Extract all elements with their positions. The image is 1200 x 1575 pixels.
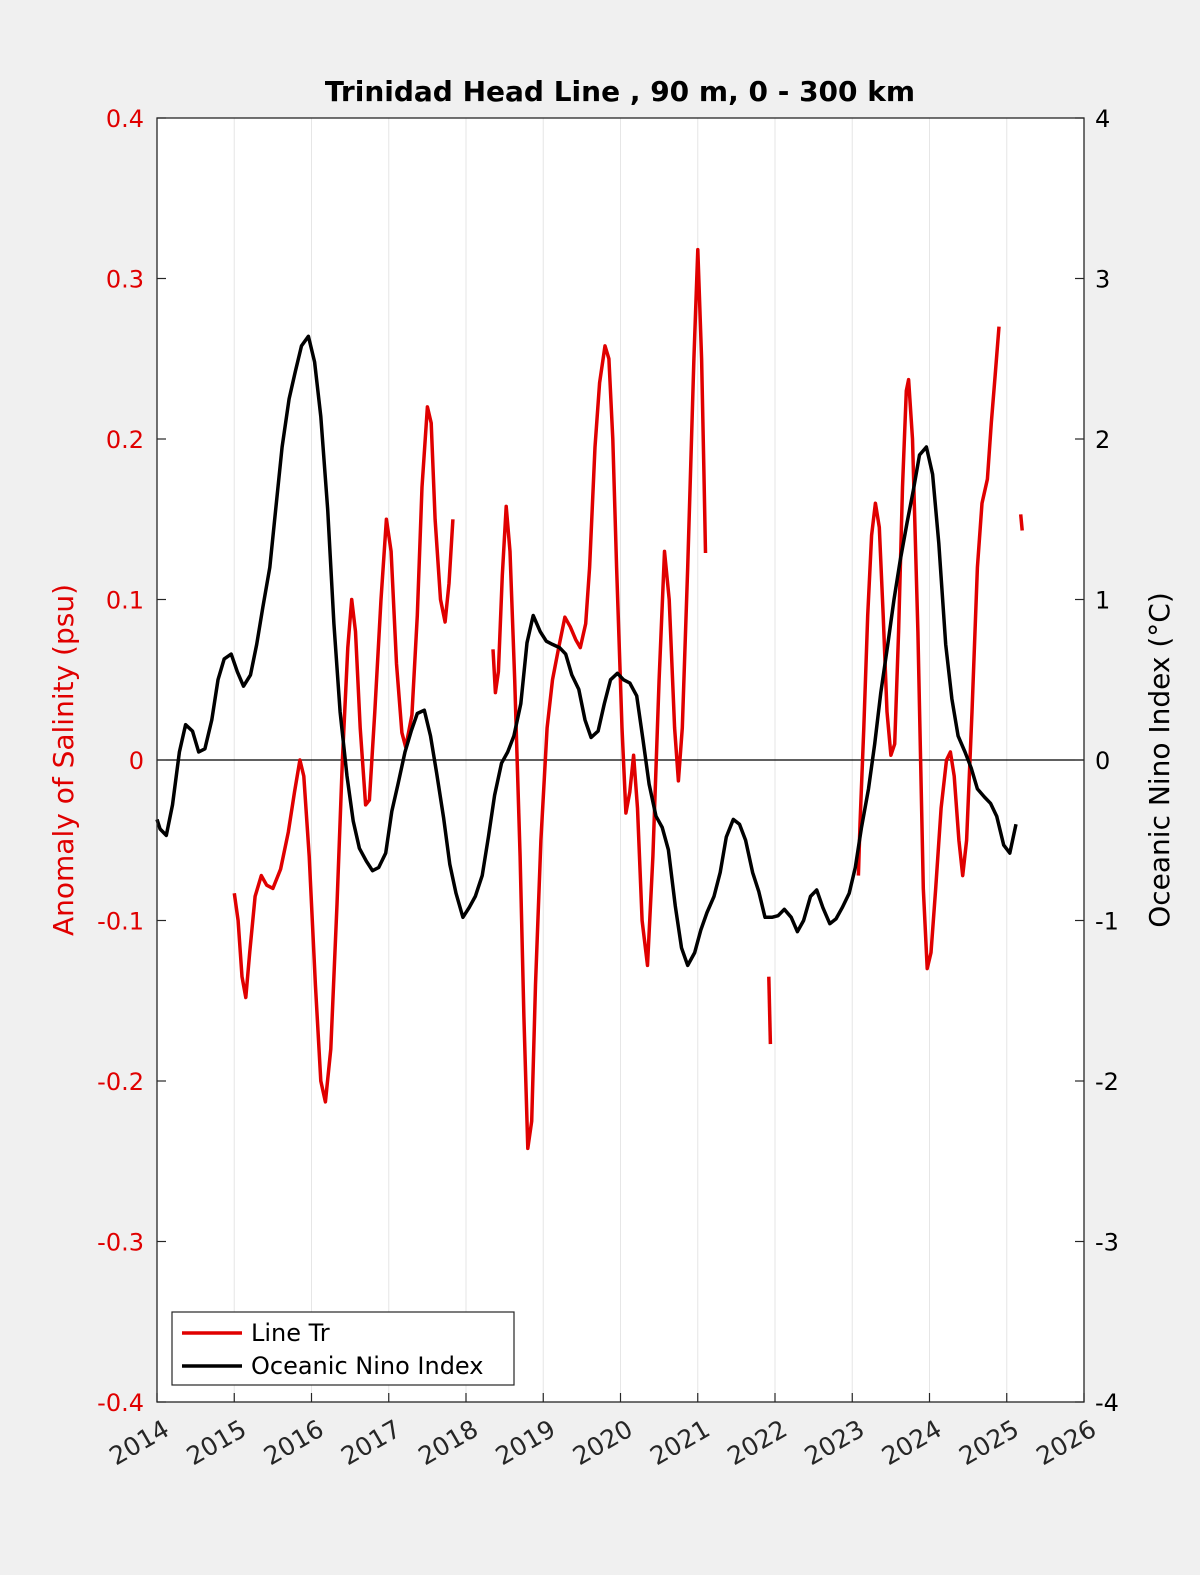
y-right-tick-label: 1 <box>1095 587 1110 615</box>
x-tick-label: 2019 <box>491 1414 561 1471</box>
series-oceanic-nino-index <box>155 334 1018 968</box>
x-tick-label: 2021 <box>645 1414 715 1471</box>
y-left-tick-label: 0.3 <box>106 266 144 294</box>
y-left-tick-label: 0.2 <box>106 426 144 454</box>
x-tick-label: 2016 <box>259 1414 329 1471</box>
x-tick-label: 2025 <box>954 1414 1024 1471</box>
legend: Line Tr Oceanic Nino Index <box>171 1311 515 1386</box>
series-line-tr-segment <box>491 247 708 1151</box>
y-left-tick-label: -0.4 <box>97 1389 144 1417</box>
x-tick-label: 2026 <box>1031 1414 1101 1471</box>
x-tick-label: 2022 <box>722 1414 792 1471</box>
y-right-tick-label: -1 <box>1095 908 1119 936</box>
y-left-tick-label: -0.2 <box>97 1068 144 1096</box>
y-right-tick-label: 2 <box>1095 426 1110 454</box>
y-axis-right-label: Oceanic Nino Index (°C) <box>1143 592 1176 928</box>
x-tick-label: 2018 <box>413 1414 483 1471</box>
legend-box <box>171 1311 515 1386</box>
x-tick-label: 2014 <box>104 1414 174 1471</box>
y-left-tick-label: -0.1 <box>97 908 144 936</box>
legend-label-oni: Oceanic Nino Index <box>251 1352 483 1380</box>
legend-label-line-tr: Line Tr <box>251 1319 330 1347</box>
y-right-tick-label: -3 <box>1095 1229 1119 1257</box>
y-right-tick-label: 3 <box>1095 266 1110 294</box>
series-line-tr-segment <box>1018 514 1024 531</box>
y-right-tick-label: 0 <box>1095 747 1110 775</box>
series-line-tr-segment <box>767 976 773 1045</box>
chart-title: Trinidad Head Line , 90 m, 0 - 300 km <box>325 75 915 108</box>
series-line-tr-segment <box>232 405 455 1104</box>
x-tick-label: 2023 <box>800 1414 870 1471</box>
x-tick-label: 2020 <box>568 1414 638 1471</box>
y-axis-left-label: Anomaly of Salinity (psu) <box>47 584 80 936</box>
y-right-tick-label: -2 <box>1095 1068 1119 1096</box>
x-tick-label: 2015 <box>182 1414 252 1471</box>
series-layer <box>155 247 1024 1151</box>
x-tick-label: 2017 <box>336 1414 406 1471</box>
y-right-tick-label: -4 <box>1095 1389 1119 1417</box>
y-left-tick-label: 0 <box>129 747 144 775</box>
y-left-tick-label: -0.3 <box>97 1229 144 1257</box>
y-left-tick-label: 0.1 <box>106 587 144 615</box>
y-left-tick-label: 0.4 <box>106 105 144 133</box>
series-line-tr-segment <box>856 326 1001 971</box>
x-tick-label: 2024 <box>877 1414 947 1471</box>
y-right-tick-label: 4 <box>1095 105 1110 133</box>
